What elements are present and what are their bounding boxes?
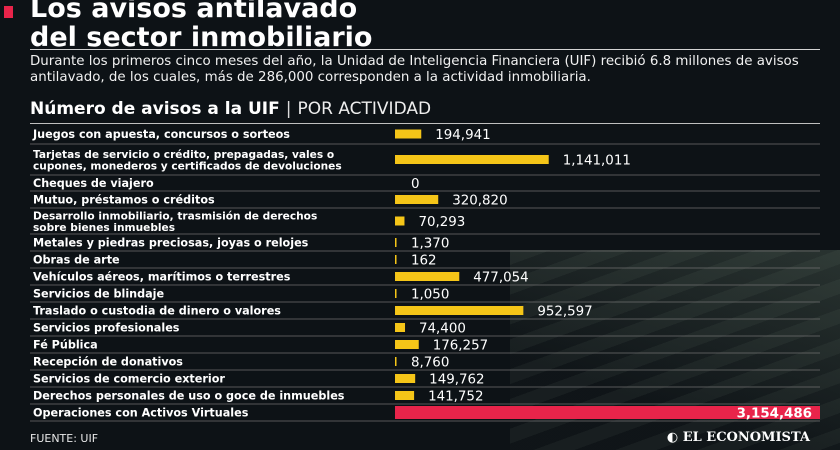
value-label: 162: [411, 254, 437, 269]
value-label: 1,050: [411, 288, 449, 303]
value-label: 141,752: [428, 390, 483, 405]
value-label: 8,760: [411, 356, 449, 371]
bar: [395, 289, 397, 298]
title-line-1: Los avisos antilavado: [30, 0, 358, 24]
publisher-logo: ◐ EL ECONOMISTA: [667, 430, 810, 445]
value-label: 952,597: [537, 305, 592, 320]
source-note: FUENTE: UIF: [30, 432, 99, 445]
category-label: Obras de arte: [33, 254, 120, 267]
chart-title: Número de avisos a la UIF: [30, 99, 280, 119]
page-title: Los avisos antilavado del sector inmobil…: [30, 0, 372, 52]
bar: [395, 129, 422, 139]
category-label: Recepción de donativos: [33, 356, 183, 369]
bar: [395, 272, 460, 281]
chart-heading: Número de avisos a la UIF | POR ACTIVIDAD: [30, 99, 431, 119]
category-label: Cheques de viajero: [33, 177, 154, 190]
bar: [395, 255, 397, 264]
bar: [395, 155, 549, 164]
category-label: Derechos personales de uso o goce de inm…: [33, 390, 345, 403]
intro-text: Durante los primeros cinco meses del año…: [30, 54, 799, 85]
title-line-2: del sector inmobiliario: [30, 22, 373, 53]
bar: [395, 391, 415, 400]
value-label: 477,054: [473, 271, 528, 286]
bar: [395, 195, 439, 204]
bar: [395, 216, 405, 226]
category-label: Desarrollo inmobiliario, trasmisión de d…: [33, 210, 317, 234]
title-accent-marker: [4, 6, 13, 18]
category-label: Vehículos aéreos, marítimos o terrestres: [33, 271, 291, 284]
logo-text: EL ECONOMISTA: [682, 430, 810, 445]
category-label: Fé Pública: [33, 339, 98, 352]
bar: [395, 374, 416, 383]
category-label: Juegos con apuesta, concursos o sorteos: [32, 128, 290, 141]
value-label: 149,762: [429, 373, 484, 388]
value-label: 3,154,486: [737, 407, 812, 422]
value-label: 176,257: [433, 339, 488, 354]
chart-subtitle: POR ACTIVIDAD: [297, 99, 432, 119]
value-label: 320,820: [452, 194, 507, 209]
value-label: 1,141,011: [563, 154, 631, 169]
bar-highlight: [395, 406, 820, 419]
value-label: 194,941: [435, 128, 490, 143]
category-label: Traslado o custodia de dinero o valores: [33, 305, 281, 318]
bar: [395, 323, 406, 332]
bar: [395, 238, 397, 247]
value-label: 0: [411, 177, 420, 192]
bar: [395, 340, 419, 349]
category-label: Mutuo, préstamos o créditos: [33, 194, 215, 207]
category-label: Operaciones con Activos Virtuales: [33, 407, 249, 420]
category-label: Metales y piedras preciosas, joyas o rel…: [33, 237, 309, 250]
bar: [395, 306, 524, 315]
logo-mark-icon: ◐: [666, 430, 683, 445]
category-label: Servicios de blindaje: [33, 288, 165, 301]
heading-separator: |: [285, 99, 292, 119]
chart-heading-rule: [30, 123, 820, 124]
title-divider: [30, 49, 820, 50]
category-label: Servicios de comercio exterior: [33, 373, 225, 386]
category-label: Servicios profesionales: [33, 322, 180, 335]
value-label: 70,293: [418, 215, 465, 230]
bar: [395, 357, 397, 366]
value-label: 1,370: [411, 237, 449, 252]
category-label: Tarjetas de servicio o crédito, prepagad…: [33, 149, 342, 173]
value-label: 74,400: [419, 322, 466, 337]
